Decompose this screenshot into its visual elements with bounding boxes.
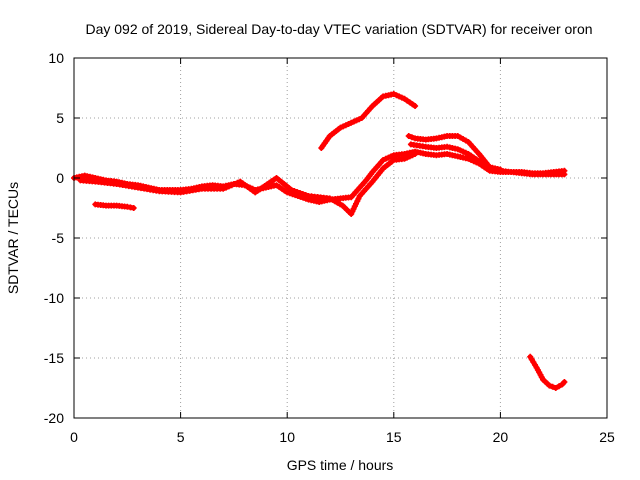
data-point (561, 167, 568, 174)
plot-frame (73, 57, 608, 419)
data-point (408, 134, 415, 141)
y-axis-label: SDTVAR / TECUs (5, 182, 21, 294)
data-point (297, 190, 303, 196)
data-point (130, 205, 137, 211)
data-point (225, 183, 232, 190)
plot-data (71, 91, 568, 391)
x-axis-label: GPS time / hours (287, 457, 394, 473)
y-tick-label: -5 (52, 230, 65, 246)
data-point (220, 185, 227, 192)
data-point (561, 379, 568, 385)
y-tick-label: 0 (56, 170, 64, 186)
y-tick-label: 10 (48, 50, 64, 66)
data-point (299, 191, 306, 197)
series-line-track-1 (71, 149, 567, 205)
x-tick-label: 5 (177, 429, 185, 445)
data-point (556, 383, 562, 390)
x-tick-label: 15 (386, 429, 402, 445)
ticks: 0 5 10 15 20 25 -20 -15 -10 -5 0 5 10 (44, 50, 615, 445)
data-point (552, 385, 559, 391)
data-point (294, 189, 301, 195)
chart-title: Day 092 of 2019, Sidereal Day-to-day VTE… (85, 21, 592, 37)
data-point (231, 181, 238, 187)
data-point (405, 133, 412, 139)
x-tick-label: 10 (279, 429, 295, 445)
x-tick-label: 0 (70, 429, 78, 445)
data-point (497, 166, 504, 173)
data-point (412, 151, 419, 157)
data-point (234, 179, 241, 186)
grid (74, 58, 607, 418)
y-tick-label: -15 (44, 350, 64, 366)
y-tick-label: -10 (44, 290, 64, 306)
y-tick-label: -20 (44, 410, 64, 426)
data-point (228, 182, 235, 189)
x-tick-label: 20 (493, 429, 509, 445)
x-tick-label: 25 (599, 429, 615, 445)
data-point (549, 383, 556, 390)
data-point (223, 184, 230, 191)
series-line-track-4 (318, 91, 418, 151)
data-point (288, 187, 295, 193)
data-point (412, 103, 419, 109)
data-point (291, 188, 298, 194)
data-point (302, 192, 309, 198)
data-point (546, 382, 553, 389)
y-tick-label: 5 (56, 110, 64, 126)
